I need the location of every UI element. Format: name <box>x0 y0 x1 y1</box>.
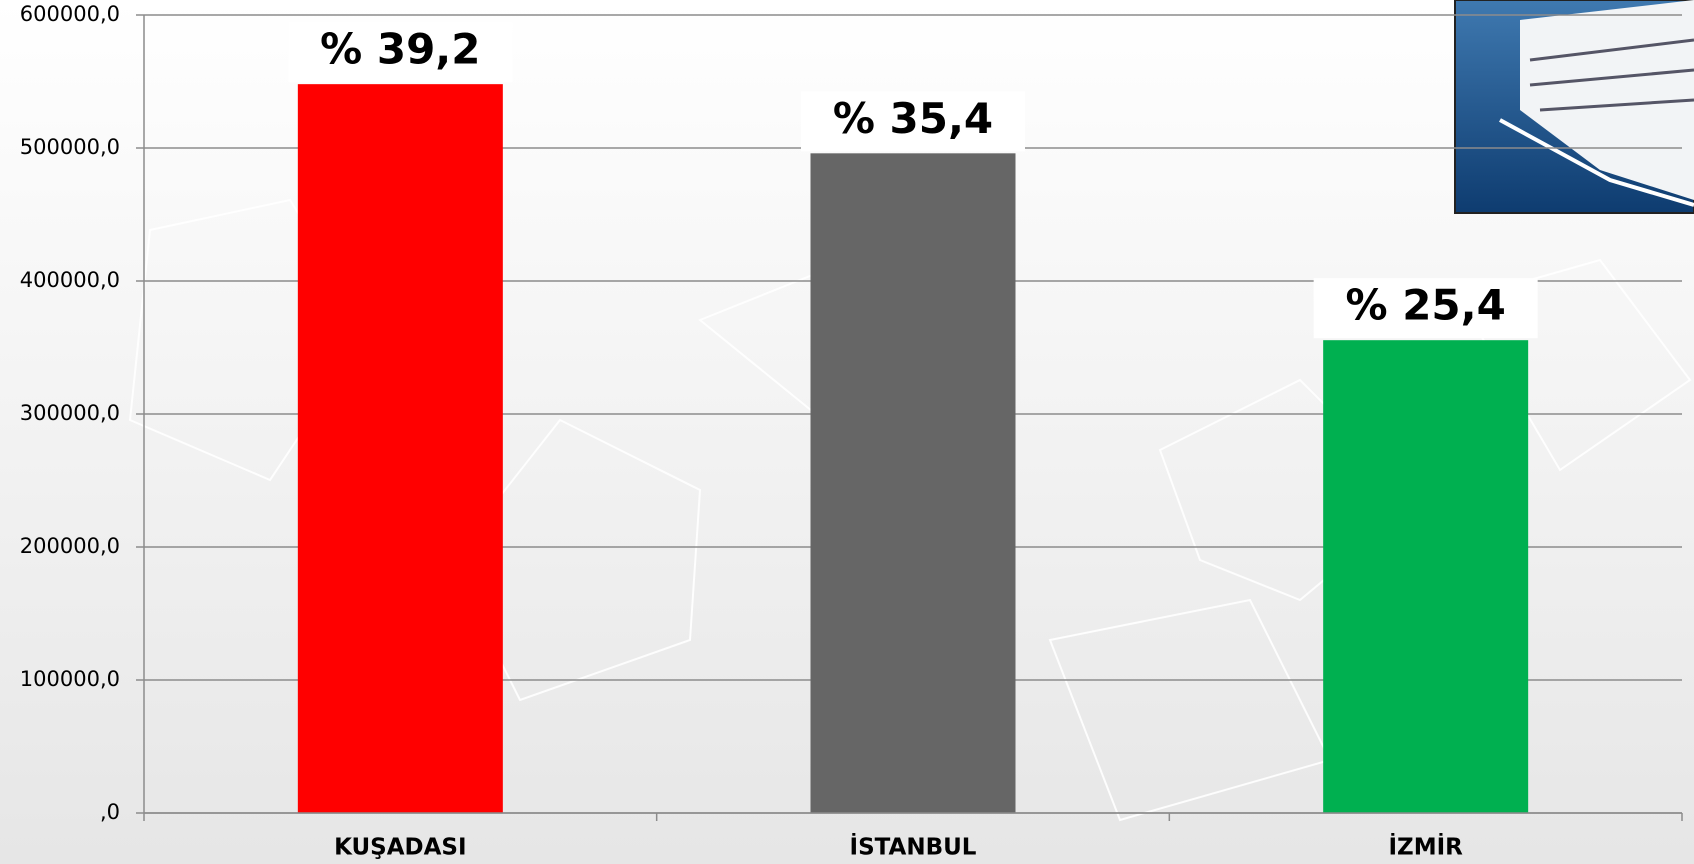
y-tick-label: 400000,0 <box>20 268 120 292</box>
x-tick-label: KUŞADASI <box>334 835 466 861</box>
x-tick-label: İZMİR <box>1388 833 1463 861</box>
data-label: % 39,2 <box>320 25 480 74</box>
chart: ,0 100000,0 200000,0 300000,0 400000,0 500000… <box>0 0 1694 864</box>
bar <box>811 153 1016 813</box>
data-label: % 35,4 <box>833 94 993 143</box>
y-tick-label: 100000,0 <box>20 667 120 691</box>
y-tick-label: ,0 <box>100 800 120 824</box>
x-tick-label: İSTANBUL <box>850 833 977 861</box>
ship-photo <box>1455 0 1694 213</box>
y-tick-label: 300000,0 <box>20 401 120 425</box>
y-tick-label: 500000,0 <box>20 135 120 159</box>
y-tick-label: 600000,0 <box>20 2 120 26</box>
data-label: % 25,4 <box>1345 281 1505 330</box>
y-tick-label: 200000,0 <box>20 534 120 558</box>
bar <box>1323 340 1528 813</box>
bar <box>298 84 503 813</box>
